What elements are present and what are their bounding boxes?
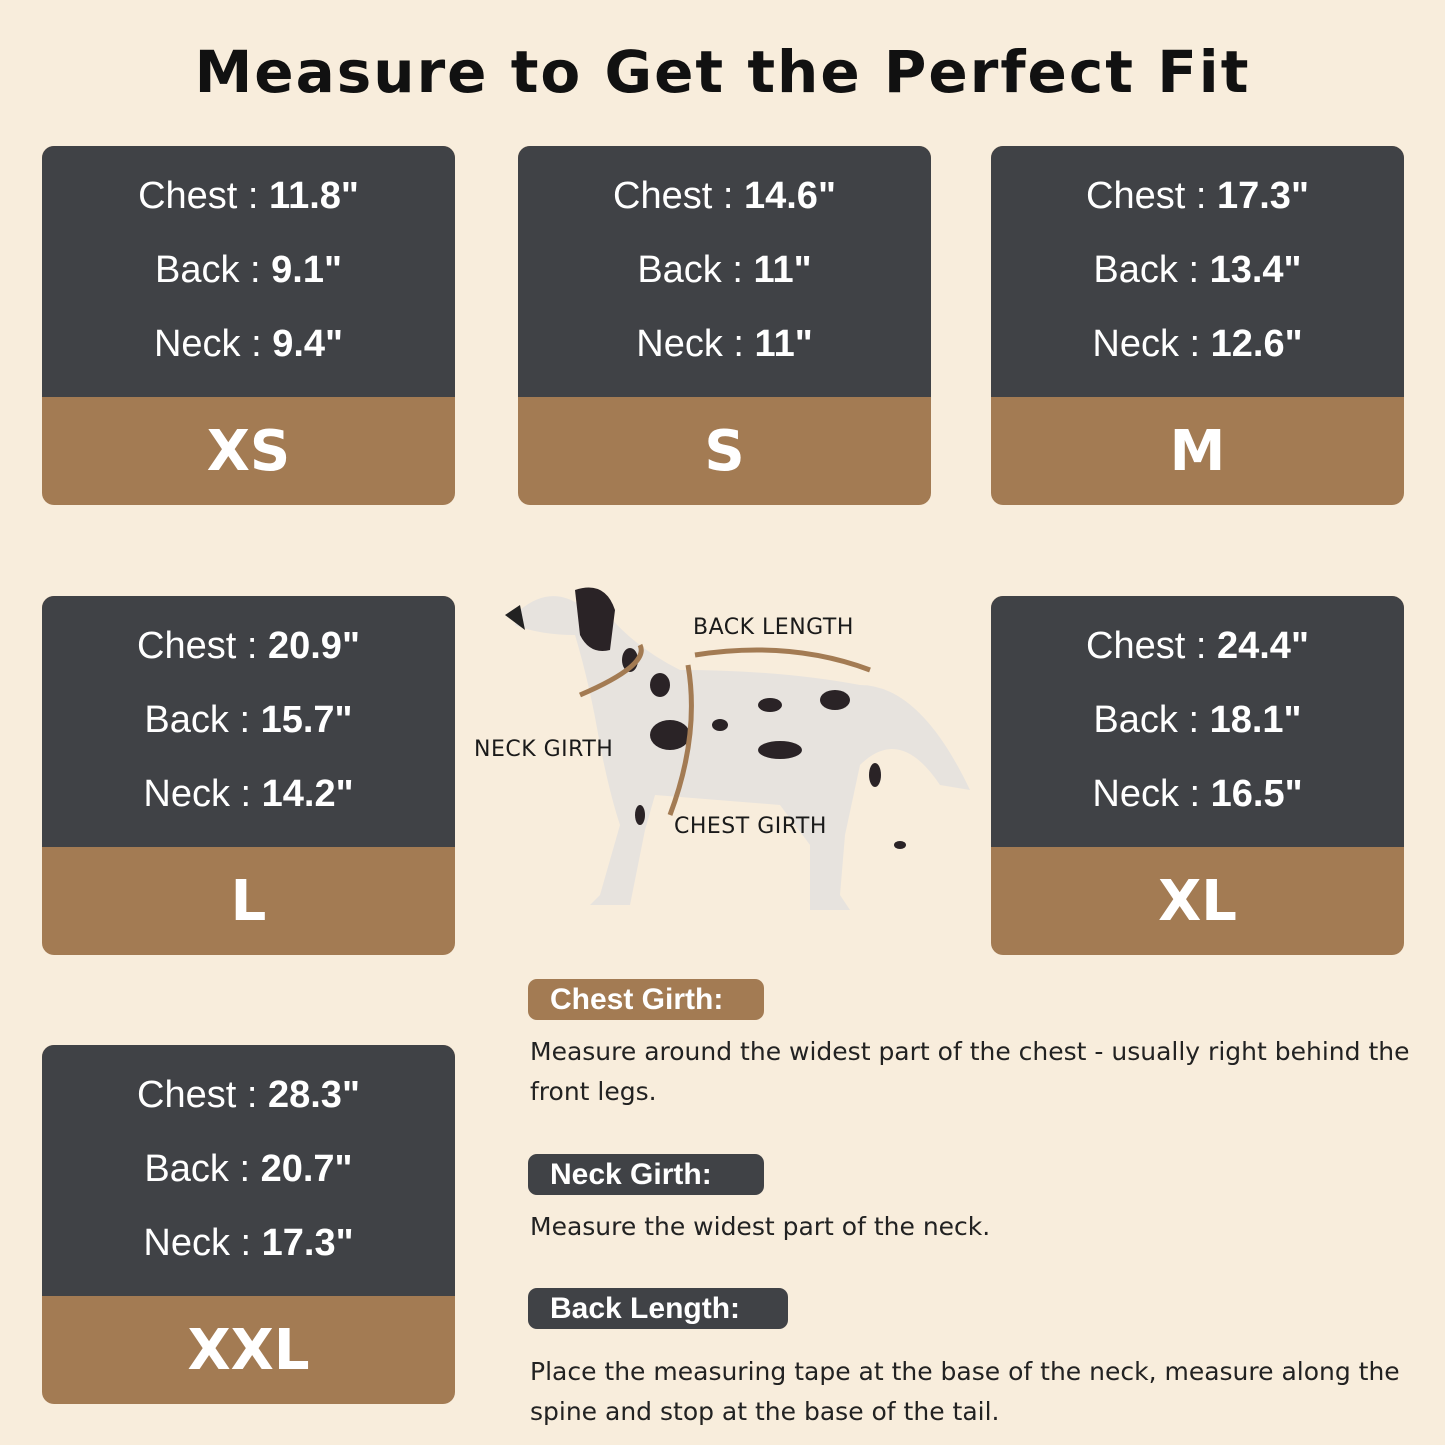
measurements-panel: Chest : 14.6" Back : 11" Neck : 11" <box>518 146 931 397</box>
size-label: XL <box>1158 868 1237 934</box>
back-measurement: Back : 9.1" <box>42 249 455 292</box>
page-title: Measure to Get the Perfect Fit <box>194 38 1251 106</box>
back-value: 20.7" <box>260 1147 353 1190</box>
chest-label: Chest : <box>137 625 268 668</box>
size-label: L <box>230 868 267 934</box>
back-label: Back : <box>144 698 261 741</box>
measurements-panel: Chest : 28.3" Back : 20.7" Neck : 17.3" <box>42 1045 455 1296</box>
neck-measurement: Neck : 14.2" <box>42 773 455 816</box>
chest-value: 11.8" <box>269 175 359 218</box>
back-label: Back : <box>155 248 272 291</box>
chest-measurement: Chest : 24.4" <box>991 625 1404 668</box>
back-measurement: Back : 11" <box>518 249 931 292</box>
neck-girth-label: NECK GIRTH <box>474 737 614 762</box>
neck-value: 14.2" <box>261 772 354 815</box>
dalmatian-dog-icon <box>505 587 970 910</box>
chest-measurement: Chest : 11.8" <box>42 175 455 218</box>
back-length-badge: Back Length: <box>528 1288 788 1329</box>
size-label: S <box>704 418 745 484</box>
back-value: 18.1" <box>1209 698 1302 741</box>
chest-label: Chest : <box>138 175 270 218</box>
neck-value: 11" <box>754 322 813 365</box>
neck-girth-description: Measure the widest part of the neck. <box>530 1212 991 1241</box>
neck-value: 9.4" <box>272 322 344 365</box>
neck-measurement: Neck : 16.5" <box>991 773 1404 816</box>
size-label: XXL <box>187 1317 310 1383</box>
neck-label: Neck : <box>1092 772 1211 815</box>
neck-measurement: Neck : 11" <box>518 323 931 366</box>
measurements-panel: Chest : 20.9" Back : 15.7" Neck : 14.2" <box>42 596 455 847</box>
back-value: 13.4" <box>1209 248 1302 291</box>
size-card-l: Chest : 20.9" Back : 15.7" Neck : 14.2" L <box>42 596 455 955</box>
chest-girth-label: CHEST GIRTH <box>674 814 827 839</box>
size-label: M <box>1169 418 1226 484</box>
neck-measurement: Neck : 17.3" <box>42 1222 455 1265</box>
chest-label: Chest : <box>137 1074 268 1117</box>
neck-label: Neck : <box>1092 322 1211 365</box>
neck-label: Neck : <box>143 772 262 815</box>
chest-label: Chest : <box>613 175 744 218</box>
chest-value: 17.3" <box>1216 175 1309 218</box>
measurements-panel: Chest : 11.8" Back : 9.1" Neck : 9.4" <box>42 146 455 397</box>
back-label: Back : <box>144 1147 261 1190</box>
back-measurement: Back : 15.7" <box>42 699 455 742</box>
back-label: Back : <box>1093 248 1210 291</box>
chest-measurement: Chest : 28.3" <box>42 1074 455 1117</box>
back-value: 9.1" <box>271 248 342 291</box>
back-label: Back : <box>637 248 754 291</box>
chest-label: Chest : <box>1086 625 1217 668</box>
measurements-panel: Chest : 24.4" Back : 18.1" Neck : 16.5" <box>991 596 1404 847</box>
chest-girth-description: Measure around the widest part of the ch… <box>530 1037 1410 1106</box>
chest-value: 28.3" <box>267 1074 360 1117</box>
back-value: 15.7" <box>260 698 353 741</box>
chest-measurement: Chest : 20.9" <box>42 625 455 668</box>
neck-value: 16.5" <box>1210 772 1303 815</box>
chest-label: Chest : <box>1086 175 1217 218</box>
size-card-xs: Chest : 11.8" Back : 9.1" Neck : 9.4" XS <box>42 146 455 505</box>
size-card-xl: Chest : 24.4" Back : 18.1" Neck : 16.5" XL <box>991 596 1404 955</box>
back-label: Back : <box>1093 698 1210 741</box>
size-card-s: Chest : 14.6" Back : 11" Neck : 11" S <box>518 146 931 505</box>
neck-label: Neck : <box>636 322 755 365</box>
chest-girth-badge: Chest Girth: <box>528 979 764 1020</box>
chest-value: 20.9" <box>267 625 360 668</box>
size-label: XS <box>206 418 291 484</box>
back-length-description: Place the measuring tape at the base of … <box>530 1357 1400 1426</box>
neck-measurement: Neck : 12.6" <box>991 323 1404 366</box>
chest-measurement: Chest : 14.6" <box>518 175 931 218</box>
size-card-xxl: Chest : 28.3" Back : 20.7" Neck : 17.3" XXL <box>42 1045 455 1404</box>
back-length-label: BACK LENGTH <box>693 615 854 640</box>
neck-value: 17.3" <box>261 1221 354 1264</box>
neck-girth-badge: Neck Girth: <box>528 1154 764 1195</box>
chest-value: 14.6" <box>743 175 836 218</box>
neck-label: Neck : <box>153 322 273 365</box>
measurements-panel: Chest : 17.3" Back : 13.4" Neck : 12.6" <box>991 146 1404 397</box>
chest-measurement: Chest : 17.3" <box>991 175 1404 218</box>
neck-label: Neck : <box>143 1221 262 1264</box>
back-measurement: Back : 20.7" <box>42 1148 455 1191</box>
neck-value: 12.6" <box>1210 322 1303 365</box>
back-measurement: Back : 13.4" <box>991 249 1404 292</box>
size-card-m: Chest : 17.3" Back : 13.4" Neck : 12.6" M <box>991 146 1404 505</box>
chest-value: 24.4" <box>1216 625 1309 668</box>
back-measurement: Back : 18.1" <box>991 699 1404 742</box>
neck-measurement: Neck : 9.4" <box>42 323 455 366</box>
back-value: 11" <box>753 248 812 291</box>
